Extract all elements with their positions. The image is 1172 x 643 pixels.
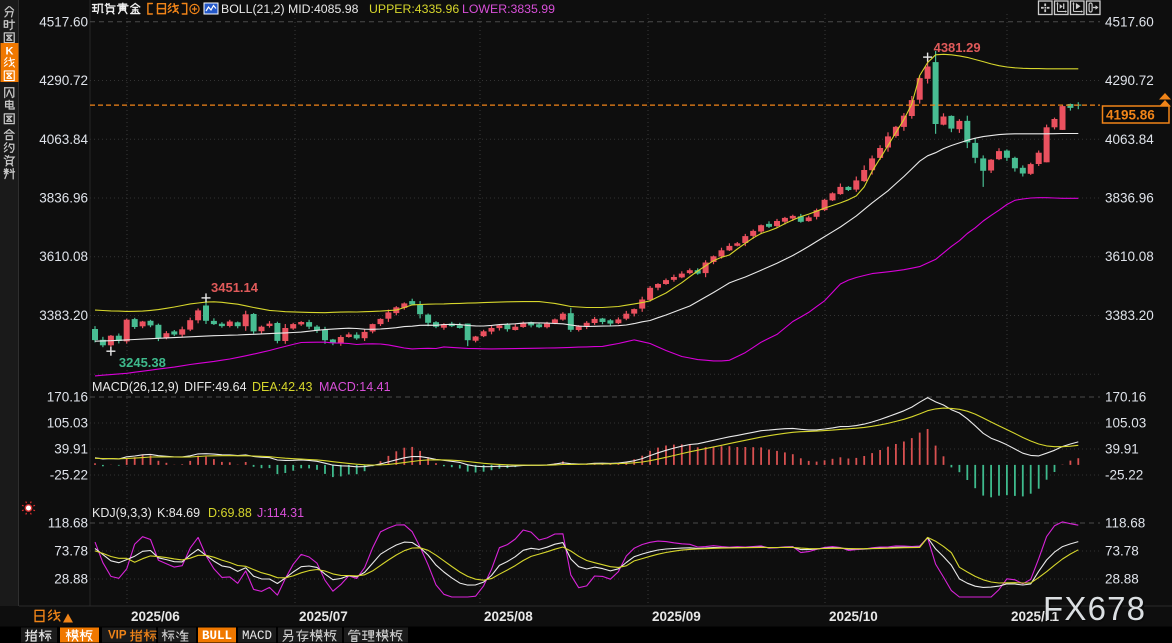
svg-text:4063.84: 4063.84 bbox=[1105, 132, 1154, 147]
svg-text:3451.14: 3451.14 bbox=[211, 280, 259, 295]
svg-text:3383.20: 3383.20 bbox=[39, 308, 88, 323]
svg-text:2025/10: 2025/10 bbox=[829, 609, 878, 624]
svg-text:2025/08: 2025/08 bbox=[484, 609, 533, 624]
svg-text:170.16: 170.16 bbox=[47, 390, 88, 405]
svg-text:28.88: 28.88 bbox=[54, 572, 88, 587]
svg-text:4517.60: 4517.60 bbox=[39, 14, 88, 29]
svg-text:J:114.31: J:114.31 bbox=[257, 506, 304, 520]
svg-text:MACD(26,12,9): MACD(26,12,9) bbox=[92, 380, 179, 394]
svg-text:K: K bbox=[6, 46, 14, 58]
svg-text:28.88: 28.88 bbox=[1105, 572, 1139, 587]
svg-text:3610.08: 3610.08 bbox=[1105, 249, 1154, 264]
svg-text:73.78: 73.78 bbox=[1105, 544, 1139, 559]
svg-text:4195.86: 4195.86 bbox=[1106, 108, 1155, 123]
svg-text:4290.72: 4290.72 bbox=[39, 73, 88, 88]
svg-text:LOWER:3835.99: LOWER:3835.99 bbox=[462, 2, 555, 16]
svg-text:3383.20: 3383.20 bbox=[1105, 308, 1154, 323]
svg-text:170.16: 170.16 bbox=[1105, 390, 1146, 405]
svg-text:39.91: 39.91 bbox=[1105, 442, 1139, 457]
svg-text:-25.22: -25.22 bbox=[50, 468, 88, 483]
svg-text:2025/09: 2025/09 bbox=[652, 609, 701, 624]
svg-text:UPPER:4335.96: UPPER:4335.96 bbox=[369, 2, 459, 16]
svg-text:BOLL(21,2): BOLL(21,2) bbox=[221, 2, 285, 16]
svg-text:118.68: 118.68 bbox=[48, 516, 88, 531]
svg-text:105.03: 105.03 bbox=[47, 416, 88, 431]
svg-text:118.68: 118.68 bbox=[1105, 516, 1145, 531]
svg-text:DIFF:49.64: DIFF:49.64 bbox=[184, 380, 247, 394]
svg-text:MACD:14.41: MACD:14.41 bbox=[319, 380, 391, 394]
svg-text:3610.08: 3610.08 bbox=[39, 249, 88, 264]
svg-text:2025/06: 2025/06 bbox=[131, 609, 180, 624]
svg-text:2025/11: 2025/11 bbox=[1011, 609, 1060, 624]
svg-text:KDJ(9,3,3): KDJ(9,3,3) bbox=[92, 506, 152, 520]
svg-text:DEA:42.43: DEA:42.43 bbox=[252, 380, 313, 394]
svg-text:BULL: BULL bbox=[202, 629, 232, 643]
svg-text:2025/07: 2025/07 bbox=[299, 609, 348, 624]
svg-text:3245.38: 3245.38 bbox=[119, 355, 166, 370]
svg-text:4517.60: 4517.60 bbox=[1105, 14, 1154, 29]
svg-text:105.03: 105.03 bbox=[1105, 416, 1146, 431]
svg-text:4063.84: 4063.84 bbox=[39, 132, 88, 147]
svg-text:3836.96: 3836.96 bbox=[39, 191, 88, 206]
svg-text:FX678: FX678 bbox=[1043, 590, 1146, 627]
svg-text:3836.96: 3836.96 bbox=[1105, 191, 1154, 206]
svg-text:39.91: 39.91 bbox=[54, 442, 88, 457]
svg-text:MID:4085.98: MID:4085.98 bbox=[288, 2, 359, 16]
svg-text:FX678: FX678 bbox=[1045, 592, 1148, 629]
svg-text:VIP: VIP bbox=[108, 630, 127, 642]
svg-text:4381.29: 4381.29 bbox=[934, 40, 981, 55]
svg-text:K:84.69: K:84.69 bbox=[157, 506, 200, 520]
svg-text:MACD: MACD bbox=[242, 629, 272, 643]
svg-text:-25.22: -25.22 bbox=[1105, 468, 1143, 483]
svg-text:D:69.88: D:69.88 bbox=[208, 506, 252, 520]
svg-text:4290.72: 4290.72 bbox=[1105, 73, 1154, 88]
svg-text:73.78: 73.78 bbox=[54, 544, 88, 559]
